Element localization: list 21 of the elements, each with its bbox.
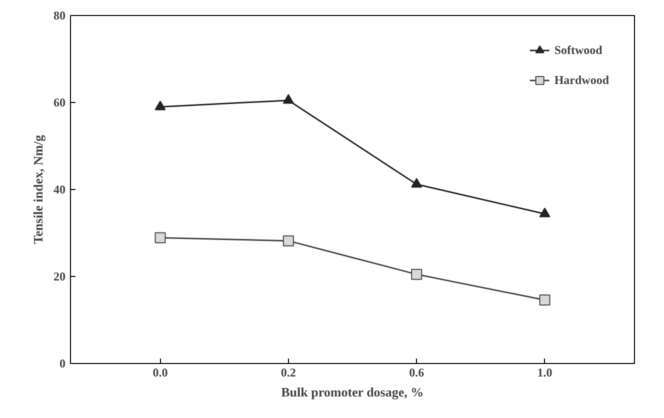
point bbox=[154, 100, 166, 110]
point bbox=[282, 235, 294, 246]
legend-label: Hardwood bbox=[554, 72, 609, 88]
point bbox=[539, 208, 550, 218]
point bbox=[154, 232, 166, 244]
point bbox=[539, 294, 550, 306]
legend-label: Softwood bbox=[554, 42, 602, 58]
x-tick-label: 0.0 bbox=[152, 366, 168, 380]
y-tick-label: 40 bbox=[54, 182, 66, 196]
y-tick-label: 0 bbox=[60, 356, 66, 370]
x-tick-label: 1.0 bbox=[537, 366, 552, 380]
y-axis-title: Tensile index, Nm/g bbox=[30, 134, 46, 244]
point bbox=[282, 94, 294, 104]
x-tick-label: 0.2 bbox=[280, 366, 296, 380]
x-tick-label: 0.6 bbox=[409, 366, 424, 380]
x-axis-title: Bulk promoter dosage, % bbox=[281, 384, 424, 400]
point bbox=[411, 268, 422, 280]
y-tick-label: 20 bbox=[54, 270, 66, 284]
point bbox=[411, 178, 422, 188]
y-tick-label: 80 bbox=[54, 8, 66, 22]
y-tick-label: 60 bbox=[54, 96, 66, 110]
